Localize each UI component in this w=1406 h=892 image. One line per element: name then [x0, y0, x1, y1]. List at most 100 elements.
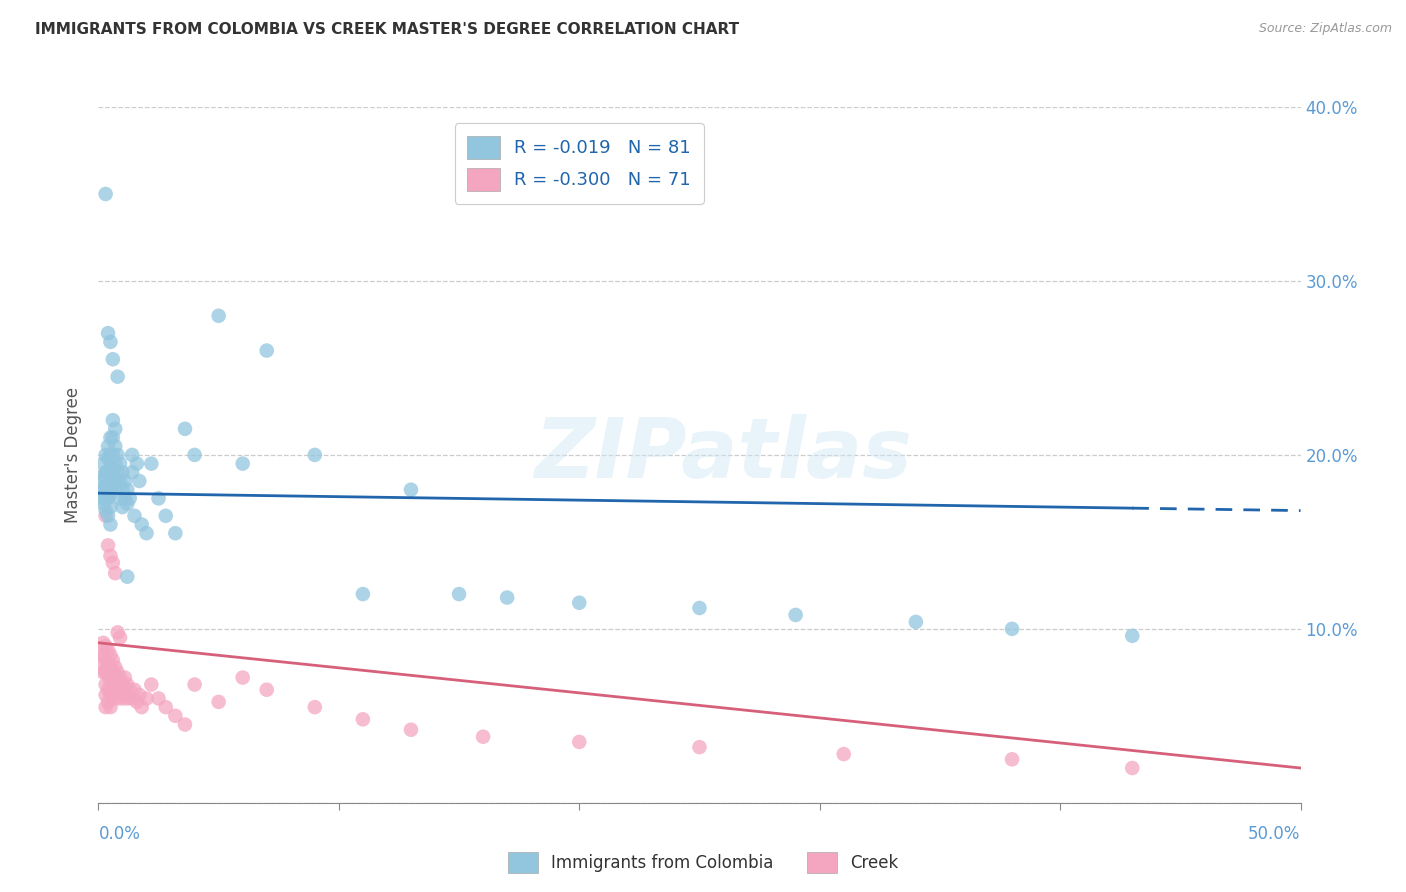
Point — [568, 735, 591, 749]
Point — [107, 625, 129, 640]
Point — [94, 448, 117, 462]
Point — [108, 631, 131, 645]
Point — [183, 448, 205, 462]
Point — [101, 462, 124, 476]
Point — [97, 508, 120, 523]
Point — [208, 695, 231, 709]
Point — [165, 708, 187, 723]
Point — [90, 474, 112, 488]
Point — [94, 653, 117, 667]
Point — [97, 642, 120, 657]
Point — [97, 538, 120, 552]
Point — [232, 671, 254, 685]
Point — [90, 660, 112, 674]
Point — [91, 636, 114, 650]
Point — [135, 526, 157, 541]
Point — [1001, 622, 1024, 636]
Point — [304, 448, 326, 462]
Point — [101, 653, 124, 667]
Point — [124, 682, 146, 697]
Point — [447, 587, 470, 601]
Point — [100, 648, 122, 662]
Point — [689, 740, 711, 755]
Point — [94, 665, 117, 680]
Point — [108, 671, 131, 685]
Point — [114, 671, 136, 685]
Text: 50.0%: 50.0% — [1249, 825, 1301, 843]
Point — [1001, 752, 1024, 766]
Point — [94, 479, 117, 493]
Point — [90, 483, 112, 497]
Point — [101, 413, 124, 427]
Point — [100, 674, 122, 689]
Point — [100, 448, 122, 462]
Point — [111, 483, 134, 497]
Point — [125, 695, 148, 709]
Point — [91, 665, 114, 680]
Point — [304, 700, 326, 714]
Point — [352, 712, 374, 726]
Point — [104, 566, 127, 581]
Point — [111, 466, 134, 480]
Text: 0.0%: 0.0% — [98, 825, 141, 843]
Point — [104, 674, 127, 689]
Point — [107, 479, 129, 493]
Point — [111, 500, 134, 514]
Point — [100, 549, 122, 563]
Point — [97, 491, 120, 506]
Point — [97, 326, 120, 340]
Point — [117, 677, 139, 691]
Point — [689, 601, 711, 615]
Point — [148, 691, 170, 706]
Point — [104, 660, 127, 674]
Point — [100, 460, 122, 475]
Point — [141, 677, 163, 691]
Point — [232, 457, 254, 471]
Point — [97, 682, 120, 697]
Point — [94, 466, 117, 480]
Point — [100, 474, 122, 488]
Point — [100, 700, 122, 714]
Point — [104, 457, 127, 471]
Point — [97, 451, 120, 466]
Point — [131, 517, 153, 532]
Point — [108, 682, 131, 697]
Point — [100, 500, 122, 514]
Point — [114, 688, 136, 702]
Point — [183, 677, 205, 691]
Point — [472, 730, 495, 744]
Point — [114, 474, 136, 488]
Point — [121, 691, 143, 706]
Point — [174, 422, 197, 436]
Point — [94, 187, 117, 202]
Point — [104, 688, 127, 702]
Point — [101, 431, 124, 445]
Point — [117, 497, 139, 511]
Point — [208, 309, 231, 323]
Point — [1121, 761, 1143, 775]
Point — [496, 591, 519, 605]
Point — [101, 556, 124, 570]
Point — [104, 439, 127, 453]
Point — [94, 503, 117, 517]
Text: ZIPatlas: ZIPatlas — [534, 415, 912, 495]
Point — [352, 587, 374, 601]
Point — [117, 483, 139, 497]
Point — [121, 448, 143, 462]
Point — [94, 688, 117, 702]
Point — [904, 615, 927, 629]
Point — [91, 457, 114, 471]
Point — [108, 474, 131, 488]
Text: IMMIGRANTS FROM COLOMBIA VS CREEK MASTER'S DEGREE CORRELATION CHART: IMMIGRANTS FROM COLOMBIA VS CREEK MASTER… — [35, 22, 740, 37]
Point — [155, 700, 177, 714]
Point — [128, 688, 150, 702]
Point — [97, 695, 120, 709]
Point — [100, 431, 122, 445]
Point — [114, 491, 136, 506]
Point — [111, 677, 134, 691]
Point — [107, 466, 129, 480]
Point — [399, 483, 422, 497]
Point — [107, 369, 129, 384]
Point — [90, 491, 112, 506]
Legend: Immigrants from Colombia, Creek: Immigrants from Colombia, Creek — [501, 846, 905, 880]
